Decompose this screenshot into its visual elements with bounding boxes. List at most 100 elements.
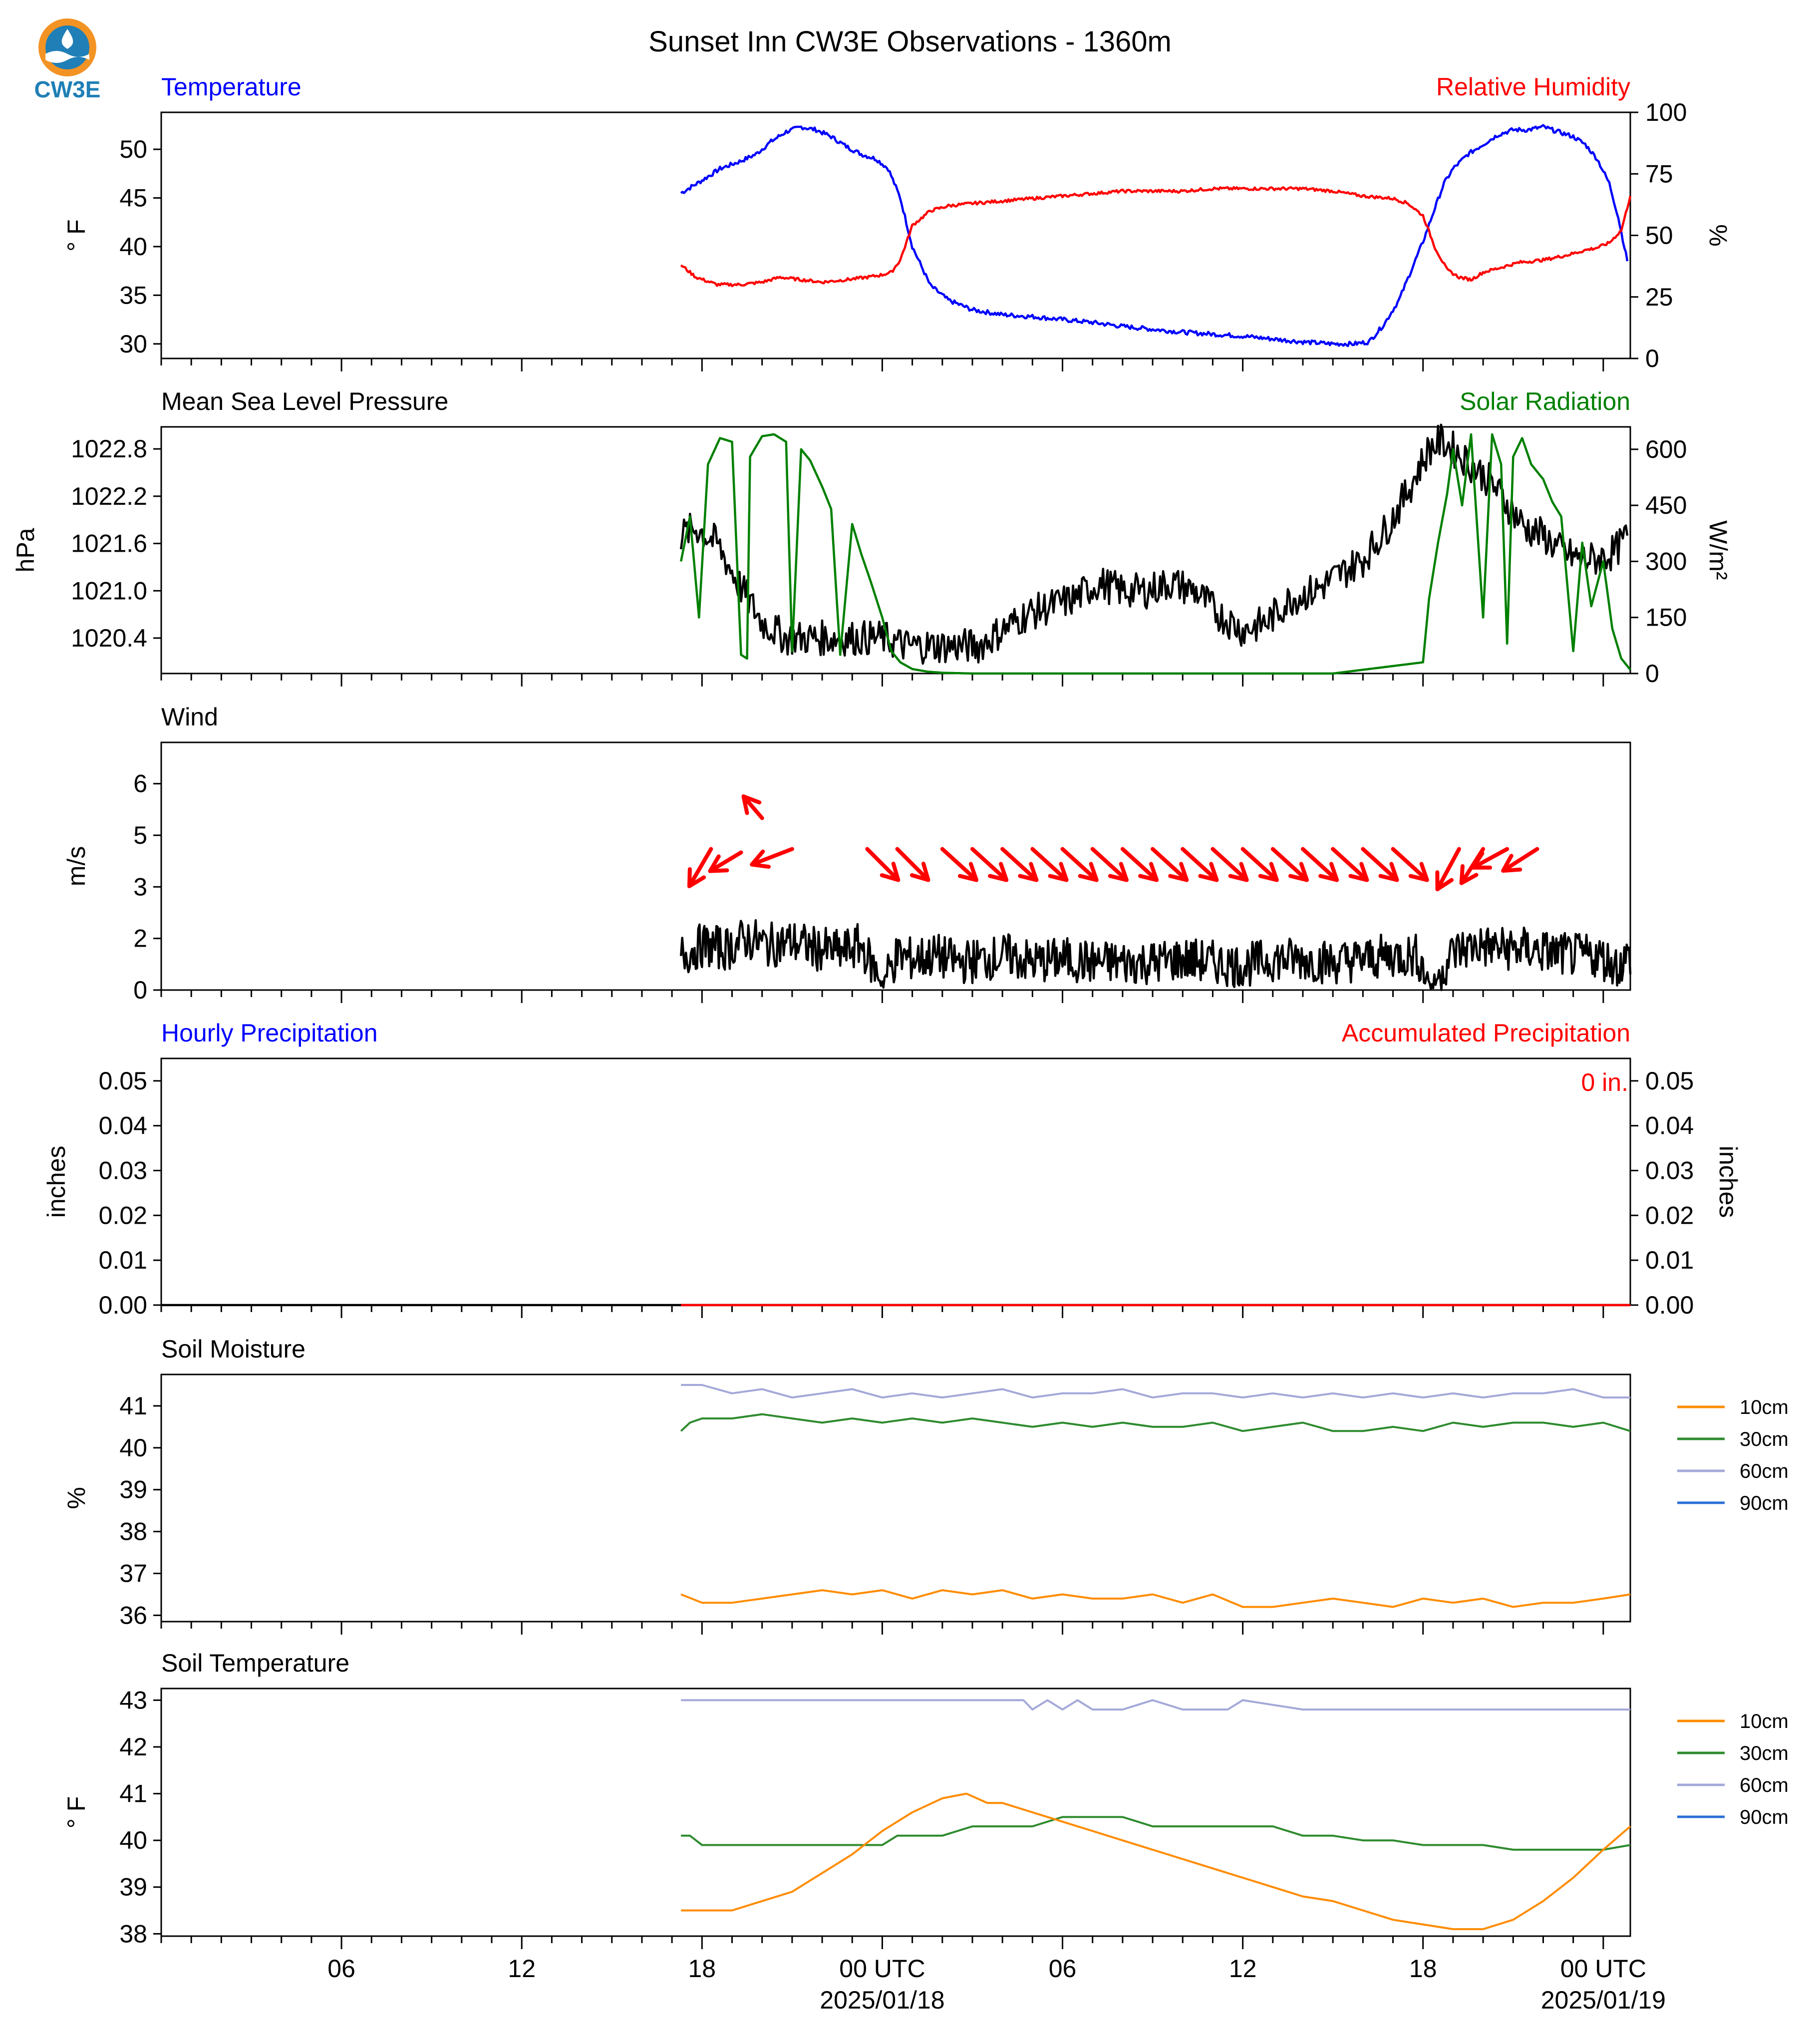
wind-arrow bbox=[1300, 847, 1339, 882]
ylabel-left: % bbox=[62, 1487, 90, 1509]
ylabel-right: W/m² bbox=[1704, 520, 1732, 580]
xtick-label: 00 UTC bbox=[839, 1955, 925, 1983]
wind-arrow-head bbox=[1108, 862, 1129, 882]
ytick-label-right: 0.05 bbox=[1645, 1067, 1694, 1095]
plot-frame bbox=[160, 741, 1631, 991]
ytick-label-left: 6 bbox=[133, 770, 147, 798]
wind-arrow bbox=[1151, 847, 1189, 882]
page-title: Sunset Inn CW3E Observations - 1360m bbox=[648, 25, 1172, 58]
panel-wind: Wind 0 2 3 5 6 m/s bbox=[62, 703, 1632, 1004]
wind-arrow bbox=[750, 847, 794, 867]
wind-arrow bbox=[1211, 847, 1249, 882]
ytick-label-left: 0.00 bbox=[99, 1291, 147, 1319]
wind-arrow-head bbox=[1198, 862, 1219, 882]
ytick-label-left: 41 bbox=[119, 1780, 147, 1808]
cw3e-logo: CW3E bbox=[34, 18, 100, 102]
ytick-label-left: 0.03 bbox=[99, 1157, 147, 1185]
ytick-label-left: 35 bbox=[119, 281, 147, 309]
panel-title-left: Soil Temperature bbox=[161, 1649, 349, 1677]
precip-total-label: 0 in. bbox=[1581, 1068, 1628, 1096]
ytick-label-right: 450 bbox=[1645, 491, 1687, 519]
wind-arrow-head bbox=[687, 867, 706, 888]
ylabel-left: ° F bbox=[62, 1796, 90, 1828]
ylabel-left: m/s bbox=[62, 846, 90, 887]
panel-title-right: Solar Radiation bbox=[1460, 387, 1630, 415]
xtick-date-label: 2025/01/18 bbox=[820, 1986, 944, 2014]
ytick-label-right: 0.00 bbox=[1645, 1291, 1694, 1319]
wind-arrow bbox=[970, 847, 1009, 882]
ylabel-left: ° F bbox=[62, 219, 90, 251]
legend-label-10cm: 10cm bbox=[1740, 1396, 1789, 1418]
wind-arrow bbox=[1391, 847, 1429, 882]
wind-arrow-head bbox=[880, 861, 901, 882]
ytick-label-left: 38 bbox=[119, 1518, 147, 1546]
panel-title-right: Accumulated Precipitation bbox=[1342, 1019, 1630, 1047]
wind-arrow bbox=[1030, 847, 1069, 882]
wind-arrow bbox=[708, 850, 743, 873]
ylabel-right: % bbox=[1704, 224, 1732, 246]
wind-arrow bbox=[741, 794, 764, 820]
panel-soil_moisture: Soil Moisture 36 37 38 39 40 41% 10cm 30cm 60cm 90… bbox=[62, 1335, 1789, 1635]
ytick-label-right: 100 bbox=[1645, 98, 1687, 126]
wind-arrow-head bbox=[1018, 862, 1039, 882]
ytick-label-right: 0 bbox=[1645, 344, 1659, 372]
panel-precip: Hourly Precipitation Accumulated Precipit… bbox=[42, 1019, 1742, 1319]
series-line-30cm bbox=[680, 1413, 1631, 1432]
panel-title-right: Relative Humidity bbox=[1436, 73, 1630, 101]
wind-arrow-head bbox=[1408, 862, 1429, 882]
ytick-label-left: 1022.2 bbox=[71, 482, 147, 510]
wind-arrow bbox=[1435, 847, 1461, 892]
panel-title-left: Wind bbox=[161, 703, 218, 731]
wind-arrow-head bbox=[741, 794, 762, 815]
wind-arrow bbox=[1090, 847, 1129, 882]
wind-arrow bbox=[865, 847, 901, 882]
panels: Temperature Relative Humidity3035404550° … bbox=[11, 73, 1789, 2014]
ylabel-left: inches bbox=[42, 1146, 70, 1218]
ytick-label-right: 0.04 bbox=[1645, 1112, 1694, 1140]
wind-arrow-head bbox=[750, 849, 771, 869]
ytick-label-left: 41 bbox=[119, 1392, 147, 1420]
wind-arrow-head bbox=[1048, 862, 1069, 882]
xtick-label: 06 bbox=[327, 1955, 355, 1983]
ytick-label-left: 30 bbox=[119, 330, 147, 358]
ytick-label-left: 42 bbox=[119, 1733, 147, 1761]
ytick-label-left: 1020.4 bbox=[71, 624, 147, 652]
panel-soil_temp: Soil Temperature 38 39 40 41 42 43 ° F 10cm 30cm 6… bbox=[62, 1649, 1789, 2014]
ytick-label-left: 38 bbox=[119, 1920, 147, 1948]
wind-arrow-head bbox=[1471, 851, 1493, 870]
ytick-label-left: 39 bbox=[119, 1476, 147, 1504]
wind-arrow-head bbox=[1288, 862, 1309, 882]
wind-arrow bbox=[895, 847, 930, 882]
wind-arrow-head bbox=[957, 862, 978, 882]
ytick-label-right: 0 bbox=[1645, 660, 1659, 687]
xtick-date-label: 2025/01/19 bbox=[1541, 1986, 1666, 2014]
panel-title-left: Temperature bbox=[161, 73, 302, 101]
ytick-label-left: 1022.8 bbox=[71, 435, 147, 463]
wind-arrow-head bbox=[1138, 862, 1159, 882]
wind-arrow bbox=[1181, 847, 1219, 882]
logo-wave bbox=[45, 51, 89, 63]
xtick-label: 18 bbox=[1409, 1955, 1437, 1983]
ytick-label-right: 0.01 bbox=[1645, 1246, 1694, 1274]
legend-label-30cm: 30cm bbox=[1740, 1742, 1789, 1764]
plot-frame bbox=[160, 426, 1631, 675]
wind-arrow bbox=[1000, 847, 1039, 882]
xtick-label: 12 bbox=[1229, 1955, 1257, 1983]
legend-label-10cm: 10cm bbox=[1740, 1710, 1789, 1732]
ytick-label-left: 40 bbox=[119, 233, 147, 261]
ytick-label-left: 5 bbox=[133, 821, 147, 849]
ytick-label-right: 300 bbox=[1645, 547, 1687, 575]
ytick-label-left: 3 bbox=[133, 873, 147, 901]
wind-arrow bbox=[1331, 847, 1369, 882]
xtick-label: 12 bbox=[508, 1955, 536, 1983]
ytick-label-right: 25 bbox=[1645, 283, 1673, 311]
wind-arrow-head bbox=[1348, 862, 1369, 882]
wind-arrow bbox=[1120, 847, 1159, 882]
series-line-temperature bbox=[680, 124, 1629, 347]
ytick-label-left: 43 bbox=[119, 1686, 147, 1714]
wind-arrow-head bbox=[1078, 862, 1099, 882]
panel-pressure_solar: Mean Sea Level Pressure Solar Radiation 10… bbox=[11, 387, 1732, 687]
ytick-label-left: 1021.0 bbox=[71, 577, 147, 605]
ytick-label-left: 0.05 bbox=[99, 1067, 147, 1095]
plot-frame bbox=[160, 1373, 1631, 1623]
